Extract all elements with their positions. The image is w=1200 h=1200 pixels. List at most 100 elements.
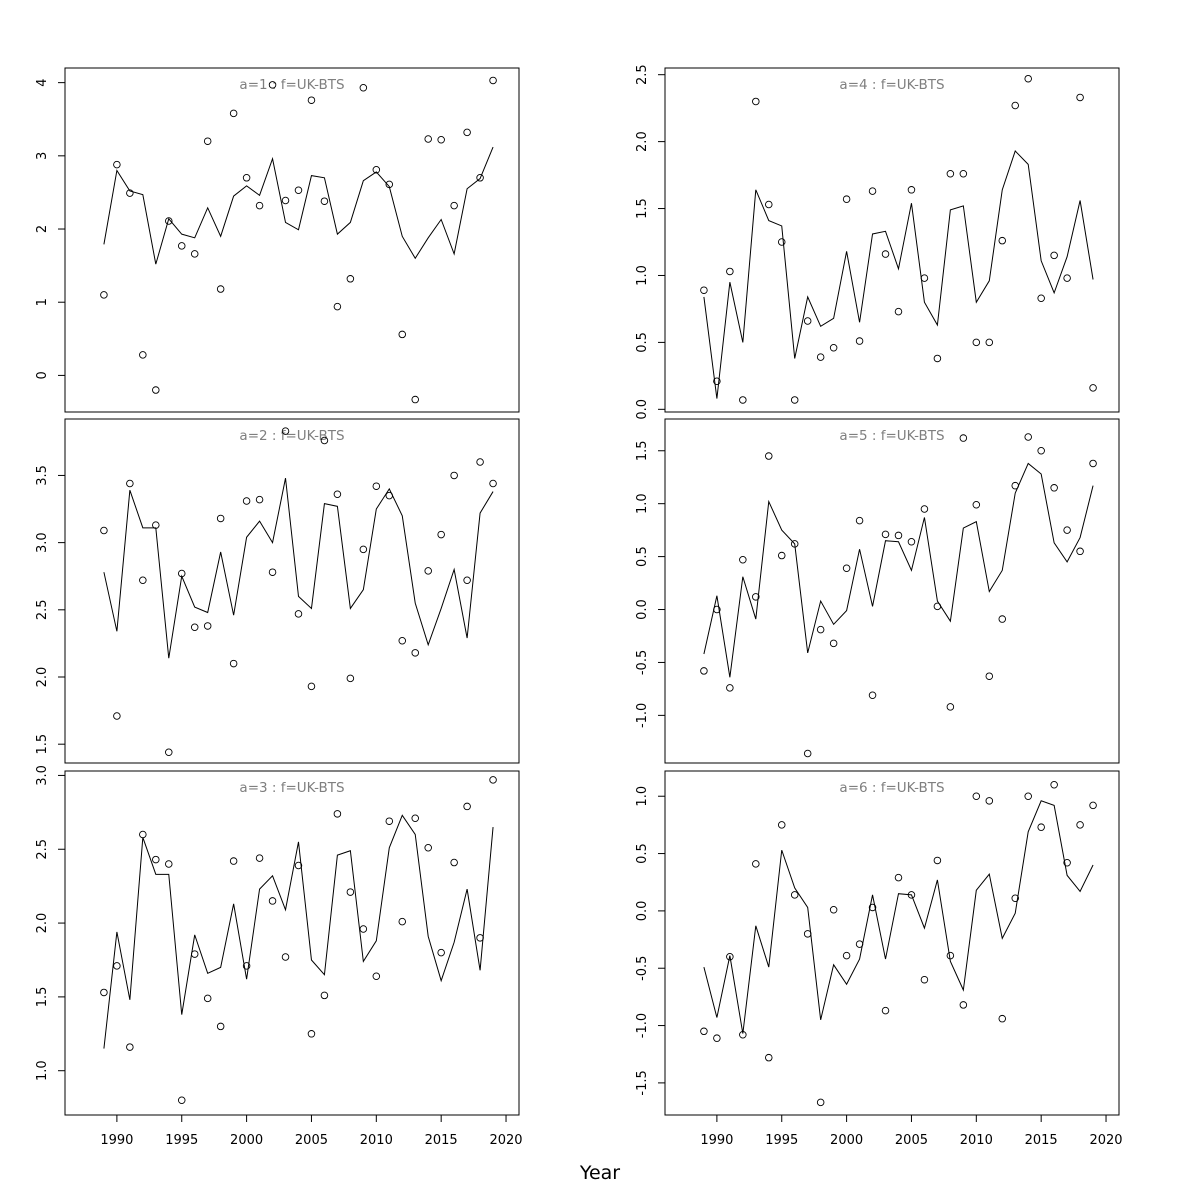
- y-tick-label: 1: [35, 298, 50, 306]
- observed-point: [790, 540, 799, 548]
- observed-point: [385, 180, 394, 189]
- observed-point: [881, 250, 890, 258]
- observed-point: [816, 1098, 825, 1107]
- panel-6: a=6 : f=UK-BTS -1.5 -1.0 -0.5 0.0 0.5 1.0 1990 1…: [635, 770, 1123, 1148]
- x-axis-label: Year: [579, 1162, 620, 1184]
- observed-point: [424, 567, 432, 575]
- observed-point: [907, 891, 916, 899]
- observed-point: [126, 1043, 134, 1051]
- x-tick-label: 1995: [165, 1133, 198, 1148]
- observed-point: [842, 564, 851, 572]
- observed-point: [985, 672, 994, 680]
- observed-point: [411, 649, 419, 657]
- observed-point: [489, 479, 497, 488]
- observed-point: [998, 615, 1007, 623]
- observed-point: [411, 814, 419, 822]
- y-tick-label: 1.5: [35, 987, 50, 1008]
- observed-point: [1024, 74, 1032, 83]
- fitted-line: [103, 146, 494, 265]
- panel-1: a=1 : f=UK-BTS 0 1 2 3 4: [35, 67, 520, 413]
- observed-point: [713, 1034, 721, 1042]
- observed-point: [229, 857, 238, 865]
- observed-point: [463, 128, 471, 137]
- observed-point: [100, 988, 108, 997]
- observed-point: [450, 201, 458, 210]
- observed-point: [972, 500, 981, 509]
- x-tick-label: 2005: [895, 1133, 928, 1148]
- observed-point: [113, 160, 121, 169]
- observed-point: [126, 189, 134, 197]
- observed-point: [920, 975, 929, 984]
- x-tick-label: 2010: [360, 1133, 393, 1148]
- observed-point: [437, 948, 445, 957]
- observed-point: [359, 545, 368, 554]
- observed-point: [139, 830, 147, 839]
- observed-point: [242, 497, 251, 505]
- observed-point: [165, 860, 173, 868]
- panels-layer: a=1 : f=UK-BTS 0 1 2 3 4 a=2 : f=UK-BTS 1.5 2.0 2…: [35, 64, 1123, 1148]
- observed-point: [385, 817, 394, 825]
- y-tick-label: 1.5: [635, 198, 650, 219]
- observed-point: [1063, 526, 1071, 534]
- observed-point: [726, 953, 734, 961]
- y-tick-label: 2.5: [35, 599, 50, 620]
- observed-point: [139, 576, 147, 585]
- y-tick-label: 2.5: [35, 839, 50, 860]
- observed-point: [294, 861, 303, 870]
- observed-point: [100, 526, 108, 535]
- observed-point: [346, 888, 355, 896]
- observed-point: [281, 953, 290, 961]
- observed-point: [972, 792, 981, 800]
- observed-point: [1037, 447, 1045, 455]
- y-tick-label: 1.5: [35, 734, 50, 755]
- observed-point: [985, 338, 994, 347]
- observed-point: [113, 962, 121, 970]
- observed-point: [868, 187, 877, 195]
- observed-point: [1089, 459, 1097, 468]
- x-tick-label: 2010: [960, 1133, 993, 1148]
- observed-point: [894, 307, 903, 316]
- observed-point: [739, 1030, 747, 1039]
- observed-point: [1037, 294, 1045, 302]
- observed-point: [359, 925, 368, 933]
- observed-point: [165, 217, 173, 225]
- observed-point: [203, 622, 212, 630]
- observed-point: [294, 186, 303, 194]
- panel-title: a=1 : f=UK-BTS: [239, 77, 344, 93]
- observed-point: [752, 593, 760, 601]
- observed-point: [255, 495, 264, 504]
- y-tick-label: -0.5: [635, 956, 650, 981]
- observed-point: [229, 109, 238, 118]
- observed-point: [998, 1014, 1007, 1023]
- y-tick-label: 1.0: [635, 265, 650, 286]
- observed-point: [920, 274, 929, 282]
- observed-point: [713, 605, 721, 614]
- observed-point: [190, 623, 199, 632]
- observed-point: [1024, 792, 1032, 800]
- y-tick-label: 3.0: [35, 765, 50, 786]
- observed-point: [113, 712, 121, 720]
- observed-point: [959, 169, 968, 178]
- observed-point: [777, 821, 786, 829]
- panel-5: a=5 : f=UK-BTS -1.0 -0.5 0.0 0.5 1.0 1.5: [635, 418, 1120, 764]
- observed-point: [165, 748, 173, 757]
- panel-4: a=4 : f=UK-BTS 0.0 0.5 1.0 1.5 2.0 2.5: [635, 64, 1120, 420]
- x-tick-label: 1995: [765, 1133, 798, 1148]
- x-tick-label: 2015: [1025, 1133, 1058, 1148]
- x-tick-label: 1990: [100, 1133, 133, 1148]
- observed-point: [216, 514, 225, 523]
- observed-point: [372, 482, 381, 490]
- y-tick-label: -1.0: [635, 1013, 650, 1038]
- observed-point: [411, 395, 419, 404]
- y-tick-label: -0.5: [635, 650, 650, 675]
- observed-point: [307, 682, 316, 691]
- observed-point: [1050, 251, 1058, 260]
- observed-point: [320, 197, 329, 205]
- observed-point: [777, 551, 786, 560]
- observed-point: [1011, 481, 1019, 490]
- y-tick-label: 3.0: [35, 532, 50, 553]
- observed-point: [320, 991, 329, 1000]
- observed-point: [1063, 858, 1071, 867]
- panel-2: a=2 : f=UK-BTS 1.5 2.0 2.5 3.0 3.5: [35, 418, 520, 764]
- panel-title: a=6 : f=UK-BTS: [839, 780, 944, 796]
